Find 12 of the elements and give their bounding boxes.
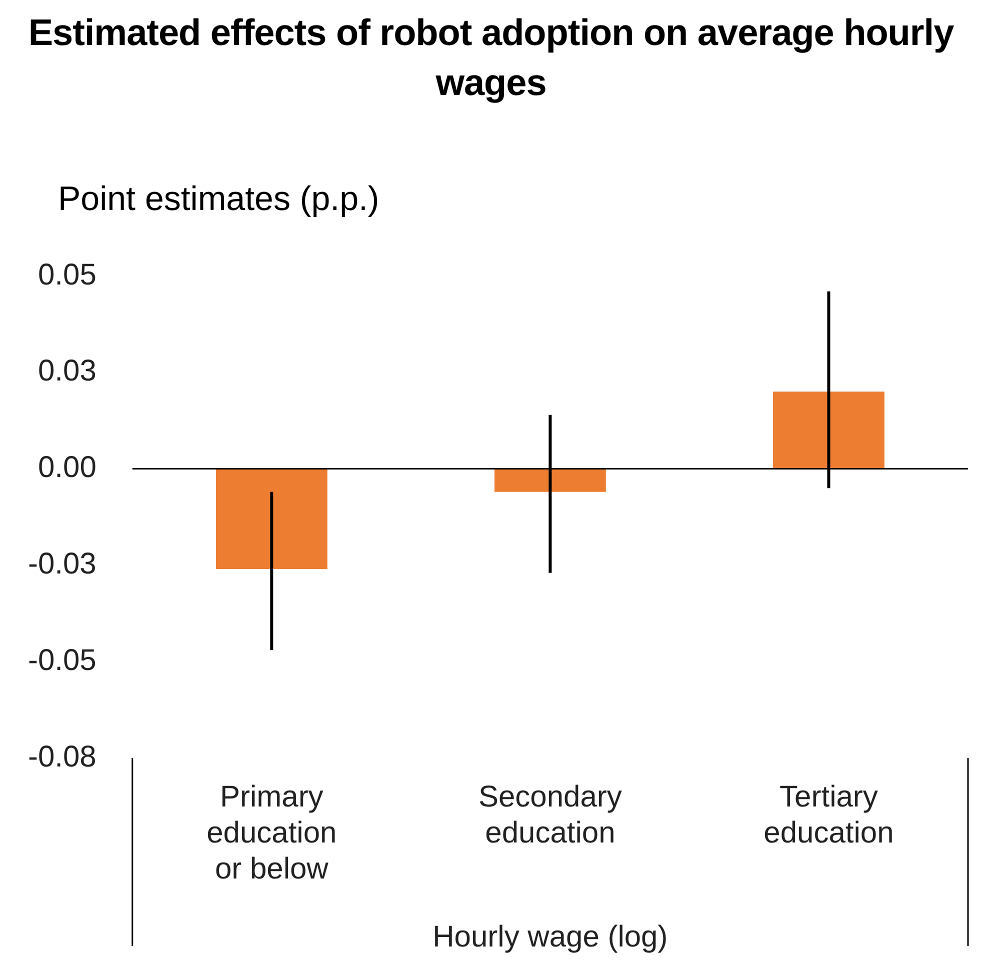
y-tick-label: -0.03 (28, 547, 96, 580)
x-tick-label: Secondary education (478, 780, 622, 850)
y-tick-label: 0.05 (38, 258, 96, 292)
chart-title: Estimated effects of robot adoption on average hourly wages (27, 11, 955, 105)
y-axis-title: Point estimates (p.p.) (58, 180, 380, 219)
y-tick-label: -0.05 (28, 644, 96, 677)
y-tick-label: 0.00 (38, 451, 96, 484)
x-tick-label: Primary education or below (206, 780, 337, 886)
y-tick-label: 0.03 (38, 354, 96, 388)
x-axis-title: Hourly wage (log) (432, 920, 668, 954)
y-tick-label: -0.08 (28, 740, 96, 774)
x-tick-label: Tertiary education (764, 780, 894, 850)
